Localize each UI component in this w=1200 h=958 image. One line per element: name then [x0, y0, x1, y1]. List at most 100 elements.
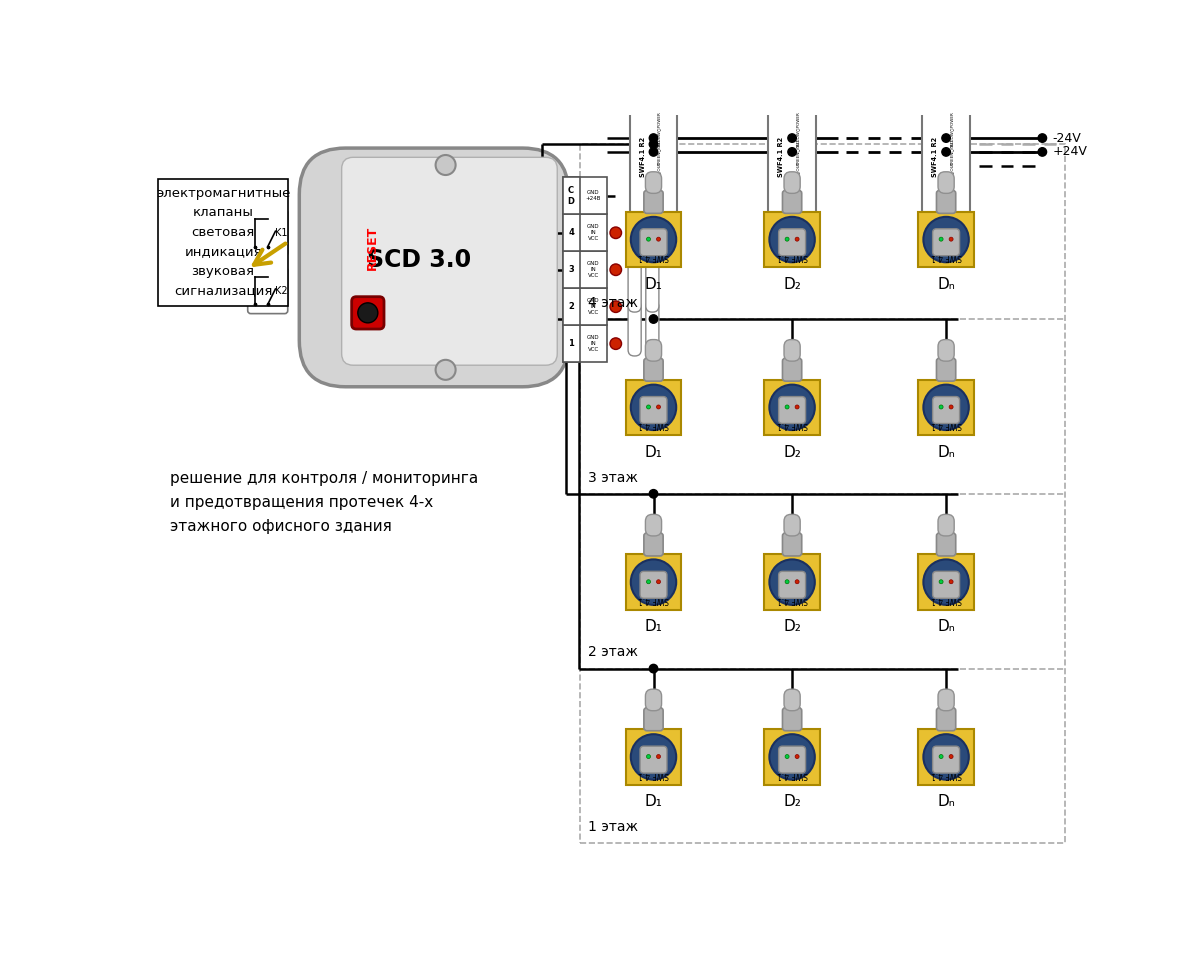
FancyBboxPatch shape [764, 212, 820, 267]
FancyBboxPatch shape [640, 397, 667, 423]
FancyBboxPatch shape [247, 267, 288, 313]
Text: SWF 4.1: SWF 4.1 [776, 421, 808, 429]
Text: RED—○OUT: RED—○OUT [658, 161, 661, 186]
Circle shape [788, 134, 797, 143]
Text: SWF 4.1: SWF 4.1 [931, 769, 961, 779]
FancyBboxPatch shape [646, 514, 661, 536]
Text: D₂: D₂ [784, 794, 802, 810]
FancyBboxPatch shape [932, 229, 960, 256]
Text: GND
IN
VCC: GND IN VCC [587, 335, 600, 352]
Circle shape [610, 227, 622, 239]
FancyBboxPatch shape [782, 533, 802, 556]
FancyBboxPatch shape [342, 157, 557, 365]
Text: GND
IN
VCC: GND IN VCC [587, 298, 600, 315]
Circle shape [647, 755, 650, 759]
FancyBboxPatch shape [782, 191, 802, 214]
FancyBboxPatch shape [563, 177, 607, 215]
Circle shape [769, 217, 815, 262]
FancyBboxPatch shape [938, 339, 954, 361]
FancyBboxPatch shape [563, 215, 580, 251]
Circle shape [769, 734, 815, 780]
Text: SWF 4.1: SWF 4.1 [638, 421, 670, 429]
FancyBboxPatch shape [563, 215, 607, 251]
Circle shape [610, 338, 622, 350]
FancyBboxPatch shape [625, 729, 682, 785]
Text: BLACK—○POWER: BLACK—○POWER [658, 176, 661, 213]
Text: D₂: D₂ [784, 445, 802, 460]
Circle shape [631, 559, 677, 604]
FancyBboxPatch shape [938, 514, 954, 536]
FancyBboxPatch shape [352, 297, 384, 329]
Circle shape [656, 238, 660, 241]
FancyBboxPatch shape [932, 397, 960, 423]
Text: K1: K1 [275, 228, 287, 238]
FancyBboxPatch shape [646, 689, 661, 711]
Circle shape [649, 134, 658, 143]
FancyBboxPatch shape [768, 112, 816, 212]
FancyBboxPatch shape [625, 212, 682, 267]
Circle shape [1038, 148, 1046, 156]
FancyBboxPatch shape [644, 358, 664, 381]
Text: RESET: RESET [366, 226, 379, 270]
Text: 2 этаж: 2 этаж [588, 646, 638, 659]
Circle shape [649, 140, 658, 148]
Text: SWF 4.1: SWF 4.1 [638, 595, 670, 604]
FancyBboxPatch shape [158, 179, 288, 306]
Circle shape [649, 664, 658, 673]
Text: Dₙ: Dₙ [937, 794, 955, 810]
Text: Dₙ: Dₙ [937, 277, 955, 291]
Text: SWF 4.1: SWF 4.1 [638, 252, 670, 262]
Text: электромагнитные
клапаны
световая
индикация
звуковая
сигнализация: электромагнитные клапаны световая индика… [156, 187, 290, 297]
Circle shape [785, 238, 790, 241]
Circle shape [923, 384, 968, 430]
Circle shape [647, 405, 650, 409]
Text: D₁: D₁ [644, 445, 662, 460]
FancyBboxPatch shape [936, 708, 955, 731]
Text: SWF 4.1: SWF 4.1 [776, 769, 808, 779]
Circle shape [796, 405, 799, 409]
Circle shape [796, 580, 799, 583]
FancyBboxPatch shape [644, 708, 664, 731]
FancyBboxPatch shape [640, 571, 667, 599]
Text: SWF 4.1: SWF 4.1 [638, 769, 670, 779]
Circle shape [436, 360, 456, 379]
Text: BLACK—○POWER: BLACK—○POWER [950, 176, 954, 213]
Circle shape [942, 148, 950, 156]
Text: K2: K2 [275, 285, 287, 295]
FancyBboxPatch shape [563, 288, 580, 325]
FancyBboxPatch shape [764, 379, 820, 435]
FancyBboxPatch shape [640, 229, 667, 256]
Circle shape [923, 559, 968, 604]
Circle shape [656, 580, 660, 583]
FancyBboxPatch shape [782, 708, 802, 731]
FancyBboxPatch shape [625, 555, 682, 610]
Text: +24V: +24V [1052, 146, 1087, 158]
Text: 4 этаж: 4 этаж [588, 296, 638, 309]
FancyBboxPatch shape [764, 729, 820, 785]
Circle shape [942, 134, 950, 143]
Text: SWF4.1 R2: SWF4.1 R2 [640, 137, 646, 177]
Circle shape [940, 755, 943, 759]
Text: 3 этаж: 3 этаж [588, 470, 638, 485]
FancyBboxPatch shape [779, 746, 805, 773]
Circle shape [785, 755, 790, 759]
FancyBboxPatch shape [628, 301, 641, 356]
Circle shape [647, 580, 650, 583]
Text: SWF 4.1: SWF 4.1 [776, 595, 808, 604]
FancyBboxPatch shape [625, 379, 682, 435]
Text: D₁: D₁ [644, 619, 662, 634]
Circle shape [631, 217, 677, 262]
FancyBboxPatch shape [563, 325, 580, 362]
Circle shape [949, 238, 953, 241]
Text: 3: 3 [569, 265, 574, 274]
FancyBboxPatch shape [784, 689, 800, 711]
Text: GND
IN
VCC: GND IN VCC [587, 224, 600, 241]
Text: RED—○OUT: RED—○OUT [796, 161, 800, 186]
FancyBboxPatch shape [782, 358, 802, 381]
Circle shape [631, 734, 677, 780]
FancyBboxPatch shape [938, 171, 954, 194]
FancyBboxPatch shape [938, 689, 954, 711]
Circle shape [949, 405, 953, 409]
Circle shape [949, 755, 953, 759]
Circle shape [769, 559, 815, 604]
